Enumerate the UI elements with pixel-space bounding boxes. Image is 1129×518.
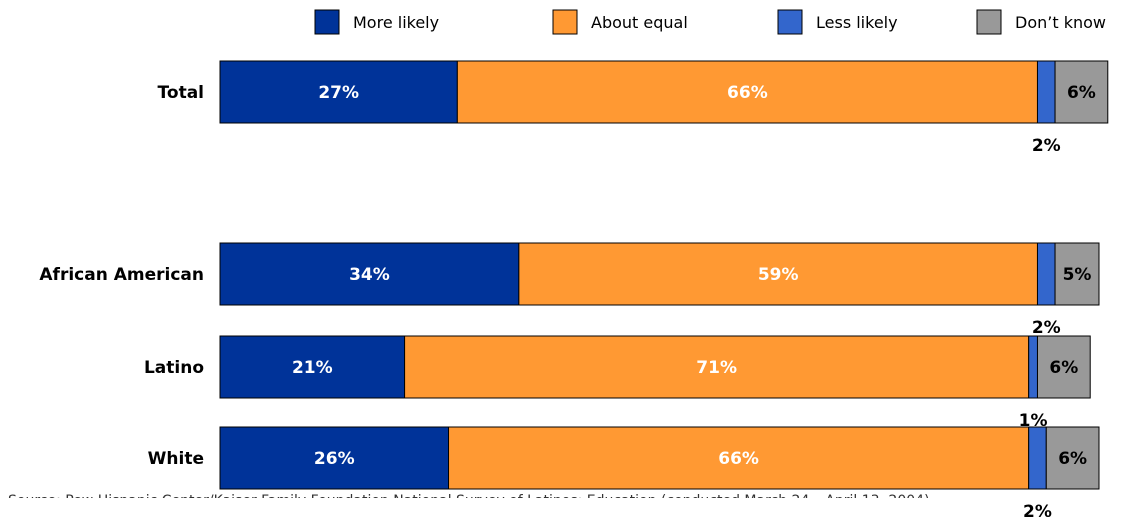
legend-label-more-likely: More likely	[353, 13, 439, 32]
bar-latino-more-likely	[219, 335, 406, 399]
bars: Total 27% 66% 2% 6% African American 34% 59% 2% 5…	[39, 60, 1109, 518]
category-label-african-american: African American	[39, 265, 204, 285]
bar-total-about-equal	[456, 60, 1038, 124]
data-label-latino-less-likely: 1%	[1019, 411, 1048, 431]
legend-swatch-less-likely	[777, 9, 803, 35]
bar-latino-about-equal	[404, 335, 1030, 399]
bar-total-more-likely	[219, 60, 458, 124]
bar-white-less-likely	[1028, 426, 1047, 490]
bar-total-less-likely	[1036, 60, 1056, 124]
bar-latino-don-t-know	[1036, 335, 1091, 399]
data-label-total-less-likely: 2%	[1032, 136, 1061, 156]
footnote: Source: Pew Hispanic Center/Kaiser Famil…	[8, 486, 1008, 498]
category-label-latino: Latino	[144, 358, 204, 378]
legend-label-about-equal: About equal	[591, 13, 688, 32]
data-label-white-about-equal: 66%	[718, 449, 759, 469]
data-label-total-don-t-know: 6%	[1067, 83, 1096, 103]
legend-label-less-likely: Less likely	[816, 13, 898, 32]
data-label-latino-about-equal: 71%	[696, 358, 737, 378]
data-label-african-american-more-likely: 34%	[349, 265, 390, 285]
category-label-total: Total	[158, 83, 204, 103]
bar-african-american-about-equal	[518, 242, 1038, 306]
legend-swatch-more-likely	[314, 9, 340, 35]
data-label-african-american-less-likely: 2%	[1032, 318, 1061, 338]
bar-white-don-t-know	[1045, 426, 1100, 490]
bar-african-american-more-likely	[219, 242, 520, 306]
data-label-latino-don-t-know: 6%	[1049, 358, 1078, 378]
bar-white-more-likely	[219, 426, 450, 490]
bar-african-american-less-likely	[1036, 242, 1056, 306]
legend: More likely About equal Less likely Don’t k…	[314, 9, 1106, 35]
bar-african-american-don-t-know	[1054, 242, 1100, 306]
data-label-total-more-likely: 27%	[318, 83, 359, 103]
data-label-total-about-equal: 66%	[727, 83, 768, 103]
data-label-african-american-don-t-know: 5%	[1063, 265, 1092, 285]
data-label-white-more-likely: 26%	[314, 449, 355, 469]
legend-swatch-about-equal	[552, 9, 578, 35]
data-label-white-less-likely: 2%	[1023, 502, 1052, 518]
data-label-white-don-t-know: 6%	[1058, 449, 1087, 469]
category-label-white: White	[148, 449, 204, 469]
data-label-latino-more-likely: 21%	[292, 358, 333, 378]
legend-label-don-t-know: Don’t know	[1015, 13, 1106, 32]
bar-total-don-t-know	[1054, 60, 1109, 124]
bar-latino-less-likely	[1028, 335, 1038, 399]
legend-swatch-don-t-know	[976, 9, 1002, 35]
data-label-african-american-about-equal: 59%	[758, 265, 799, 285]
bar-white-about-equal	[448, 426, 1030, 490]
